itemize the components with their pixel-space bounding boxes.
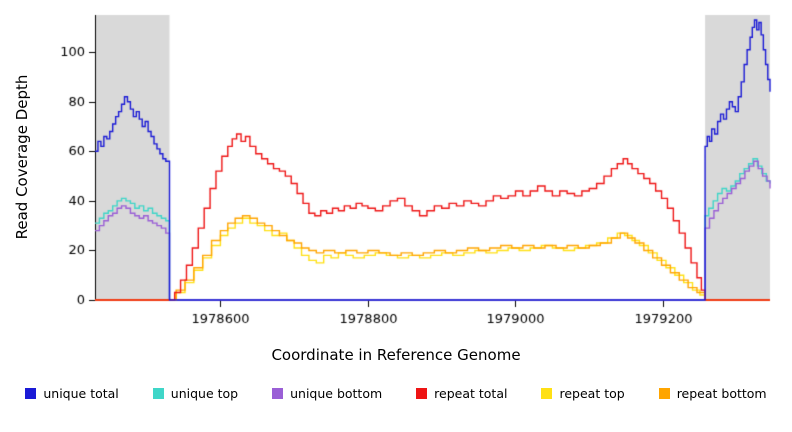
legend-label: repeat top	[559, 386, 625, 401]
legend-item: unique top	[152, 386, 239, 401]
legend: unique total unique top unique bottom re…	[0, 386, 792, 401]
coverage-plot-canvas	[0, 0, 792, 340]
legend-item: repeat bottom	[658, 386, 767, 401]
legend-item: repeat total	[416, 386, 507, 401]
legend-item: unique total	[25, 386, 119, 401]
legend-item: unique bottom	[272, 386, 382, 401]
legend-swatch	[416, 388, 428, 399]
legend-swatch	[541, 388, 553, 399]
legend-label: repeat bottom	[676, 386, 767, 401]
legend-swatch	[25, 388, 37, 399]
legend-label: unique total	[43, 386, 119, 401]
legend-swatch	[272, 388, 284, 399]
legend-swatch	[658, 388, 670, 399]
legend-label: repeat total	[434, 386, 508, 401]
y-axis-label: Read Coverage Depth	[13, 74, 31, 240]
legend-swatch	[152, 388, 164, 399]
x-axis-label: Coordinate in Reference Genome	[271, 346, 521, 364]
legend-label: unique bottom	[290, 386, 383, 401]
legend-label: unique top	[170, 386, 239, 401]
legend-item: repeat top	[541, 386, 625, 401]
